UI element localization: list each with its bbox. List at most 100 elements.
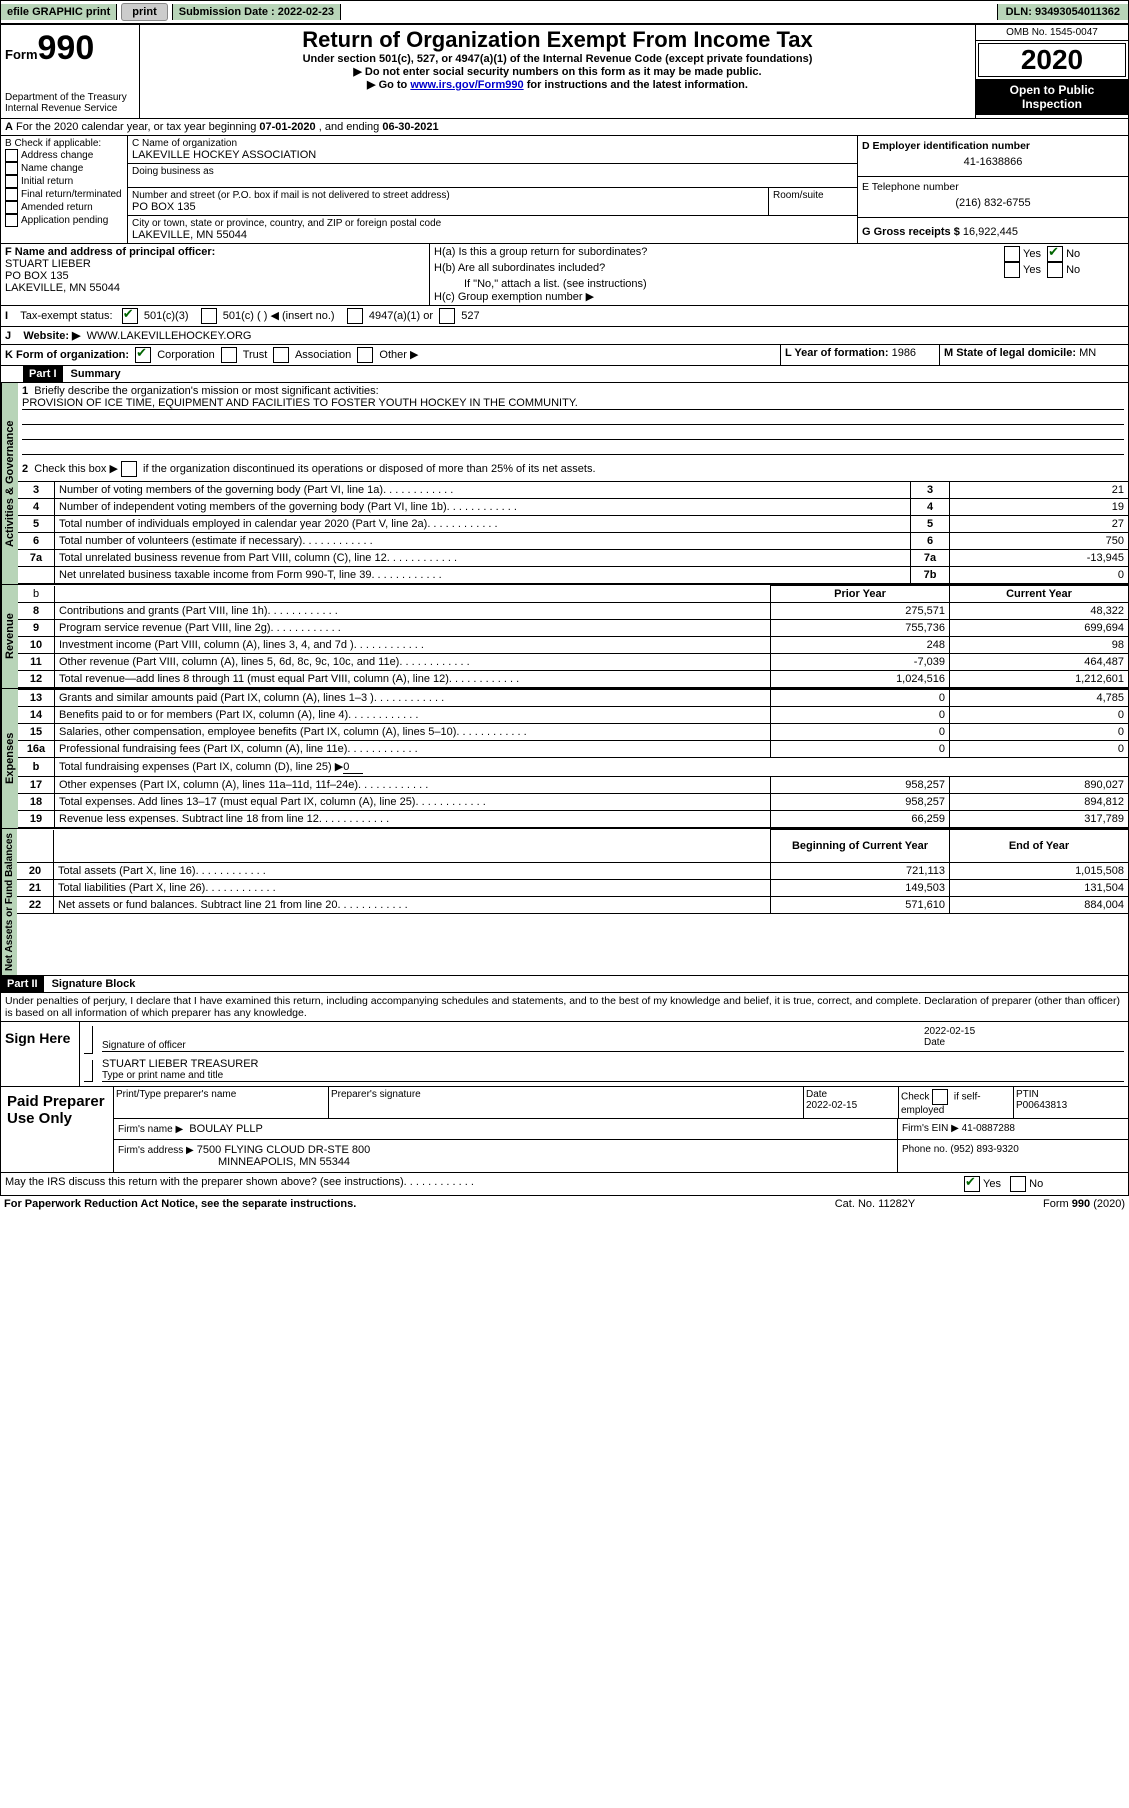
print-button[interactable]: print: [121, 3, 167, 21]
irs-link[interactable]: www.irs.gov/Form990: [410, 79, 523, 91]
b-opt-3-label: Final return/terminated: [21, 189, 122, 200]
ha-no-label: No: [1066, 248, 1080, 260]
c-addr-label: Number and street (or P.O. box if mail i…: [132, 190, 764, 201]
cat-no: Cat. No. 11282Y: [775, 1198, 975, 1210]
form-container: Form990 Department of the Treasury Inter…: [0, 24, 1129, 1022]
a-text: For the 2020 calendar year, or tax year …: [16, 121, 259, 133]
line-i: I Tax-exempt status: 501(c)(3) 501(c) ( …: [1, 306, 1128, 327]
i-501c[interactable]: [201, 308, 217, 324]
col-curr: Current Year: [950, 586, 1129, 603]
i-4947[interactable]: [347, 308, 363, 324]
prep-ptin: P00643813: [1016, 1100, 1067, 1111]
discuss-yes[interactable]: [964, 1176, 980, 1192]
hc-label: H(c) Group exemption number ▶: [434, 290, 1124, 303]
part2-title: Signature Block: [44, 976, 144, 992]
a-mid: , and ending: [316, 121, 383, 133]
hb-yes[interactable]: [1004, 262, 1020, 278]
mission-line-3: [22, 425, 1124, 440]
line-j: J Website: ▶ WWW.LAKEVILLEHOCKEY.ORG: [1, 327, 1128, 345]
a-begin: 07-01-2020: [259, 121, 315, 133]
checkbox-final[interactable]: [5, 188, 18, 201]
checkbox-pending[interactable]: [5, 214, 18, 227]
i-501c3[interactable]: [122, 308, 138, 324]
b-label: B Check if applicable:: [5, 138, 123, 149]
line-a: A For the 2020 calendar year, or tax yea…: [1, 119, 1128, 136]
prep-c4: Check if self-employed: [899, 1087, 1014, 1118]
l-label: L Year of formation:: [785, 347, 889, 359]
firm-label: Firm's name ▶: [118, 1124, 183, 1135]
k-o2: Trust: [243, 349, 268, 361]
hb-no[interactable]: [1047, 262, 1063, 278]
hb-note: If "No," attach a list. (see instruction…: [434, 278, 1124, 290]
b-opt-2[interactable]: Initial return: [5, 175, 123, 188]
i-527[interactable]: [439, 308, 455, 324]
checkbox-initial[interactable]: [5, 175, 18, 188]
form-subtitle-3: Go to www.irs.gov/Form990 for instructio…: [148, 78, 967, 91]
part2-header: Part II Signature Block: [1, 975, 1128, 993]
org-name: LAKEVILLE HOCKEY ASSOCIATION: [132, 149, 853, 161]
c-name-label: C Name of organization: [132, 138, 853, 149]
sign-section: Sign Here Signature of officer 2022-02-1…: [0, 1022, 1129, 1087]
k-o4: Other ▶: [379, 349, 418, 361]
rev-row: 9Program service revenue (Part VIII, lin…: [18, 620, 1128, 637]
top-bar: efile GRAPHIC print print Submission Dat…: [0, 0, 1129, 24]
discuss-no[interactable]: [1010, 1176, 1026, 1192]
g-label: G Gross receipts $: [862, 226, 960, 238]
mission-text: PROVISION OF ICE TIME, EQUIPMENT AND FAC…: [22, 397, 1124, 410]
page-footer: For Paperwork Reduction Act Notice, see …: [0, 1196, 1129, 1212]
discuss-yes-label: Yes: [983, 1178, 1001, 1190]
k-o1: Corporation: [157, 349, 214, 361]
ha-yes[interactable]: [1004, 246, 1020, 262]
sub3-post: for instructions and the latest informat…: [524, 79, 748, 91]
q2-checkbox[interactable]: [121, 461, 137, 477]
b-opt-3[interactable]: Final return/terminated: [5, 188, 123, 201]
prep-c1: Print/Type preparer's name: [114, 1087, 329, 1118]
b-opt-1[interactable]: Name change: [5, 162, 123, 175]
expenses-section: Expenses 13Grants and similar amounts pa…: [1, 688, 1128, 828]
d-label: D Employer identification number: [862, 140, 1124, 152]
firm-addr2: MINNEAPOLIS, MN 55344: [218, 1156, 350, 1168]
open-public: Open to Public Inspection: [976, 79, 1128, 115]
q2-pre: Check this box ▶: [34, 463, 121, 475]
checkbox-name-change[interactable]: [5, 162, 18, 175]
k-corp[interactable]: [135, 347, 151, 363]
b-opt-4[interactable]: Amended return: [5, 201, 123, 214]
b-opt-5[interactable]: Application pending: [5, 214, 123, 227]
officer-addr: PO BOX 135: [5, 270, 69, 282]
gov-row: 7aTotal unrelated business revenue from …: [18, 550, 1128, 567]
prep-c3v: 2022-02-15: [806, 1100, 857, 1111]
checkbox-addr-change[interactable]: [5, 149, 18, 162]
k-assoc[interactable]: [273, 347, 289, 363]
checkbox-amended[interactable]: [5, 201, 18, 214]
rev-row: 12Total revenue—add lines 8 through 11 (…: [18, 671, 1128, 688]
gov-row: Net unrelated business taxable income fr…: [18, 567, 1128, 584]
f-label: F Name and address of principal officer:: [5, 246, 215, 258]
gov-row: 5Total number of individuals employed in…: [18, 516, 1128, 533]
netassets-section: Net Assets or Fund Balances Beginning of…: [1, 828, 1128, 975]
section-h: H(a) Is this a group return for subordin…: [430, 244, 1128, 305]
b-opt-0[interactable]: Address change: [5, 149, 123, 162]
exp-row: 15Salaries, other compensation, employee…: [18, 724, 1128, 741]
pra-text: For Paperwork Reduction Act Notice, see …: [4, 1198, 356, 1210]
k-label: K Form of organization:: [5, 349, 129, 361]
part1-header: Part I Summary: [1, 366, 1128, 383]
k-other[interactable]: [357, 347, 373, 363]
sig-officer-label: Signature of officer: [102, 1026, 924, 1051]
section-deg: D Employer identification number 41-1638…: [858, 136, 1128, 243]
k-trust[interactable]: [221, 347, 237, 363]
exp-row: 18Total expenses. Add lines 13–17 (must …: [18, 794, 1128, 811]
ha-no[interactable]: [1047, 246, 1063, 262]
self-employed-checkbox[interactable]: [932, 1089, 948, 1105]
i-o2: 501(c) ( ) ◀ (insert no.): [223, 310, 335, 322]
form-word: Form: [5, 47, 38, 62]
gross-receipts: 16,922,445: [963, 226, 1018, 238]
j-label: Website: ▶: [23, 330, 80, 342]
b-opt-1-label: Name change: [21, 163, 83, 174]
sidelabel-rev: Revenue: [1, 585, 18, 688]
ein-value: 41-1638866: [862, 152, 1124, 172]
net-row: 20Total assets (Part X, line 16)721,1131…: [17, 862, 1128, 879]
officer-city: LAKEVILLE, MN 55044: [5, 282, 120, 294]
form-subtitle-1: Under section 501(c), 527, or 4947(a)(1)…: [148, 53, 967, 65]
i-o4: 527: [461, 310, 479, 322]
net-table: Beginning of Current Year End of Year 20…: [17, 829, 1128, 914]
